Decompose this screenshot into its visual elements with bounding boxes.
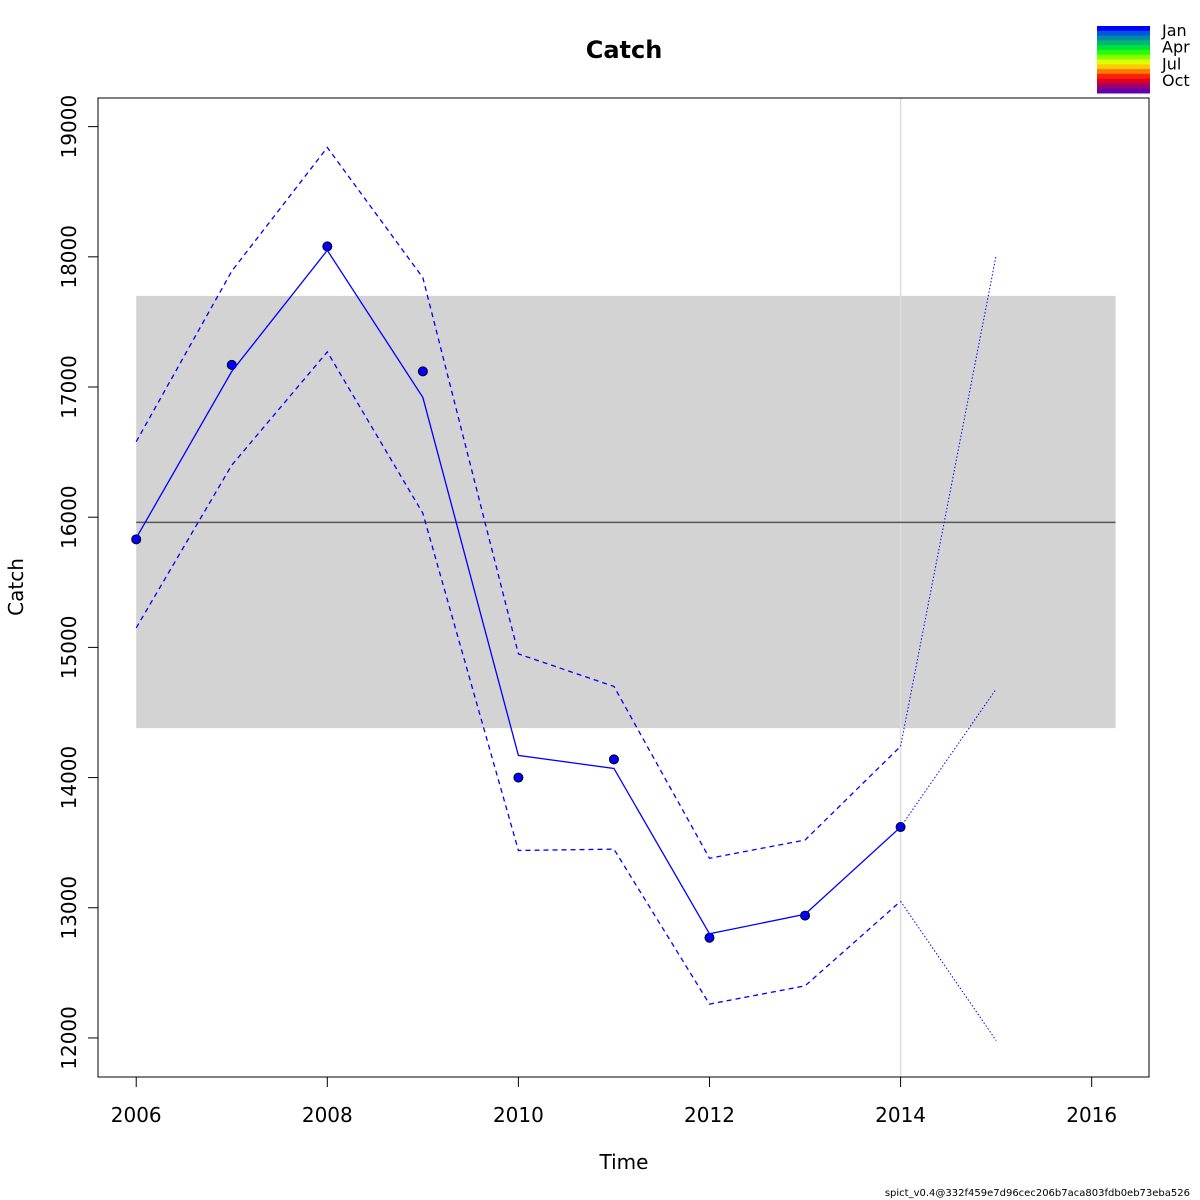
x-axis: 2006 2008 2010 2012 2014 2016 [111,1076,1117,1127]
legend-color-swatch [1097,59,1150,65]
series-line-dotted-6 [900,900,997,1041]
plot-area [131,98,1116,1077]
legend-color-swatch [1097,83,1150,89]
y-axis: 12000 13000 14000 15000 16000 17000 18000 19000 [57,95,99,1070]
y-tick-label: 17000 [57,355,81,419]
x-axis-label: Time [599,1150,649,1174]
y-tick-label: 13000 [57,876,81,940]
reference-band [136,295,1116,729]
y-tick-label: 19000 [57,95,81,159]
legend-color-swatch [1097,64,1150,70]
legend-color-swatch [1097,49,1150,56]
y-tick-label: 16000 [57,485,81,549]
y-tick-label: 12000 [57,1006,81,1070]
legend-color-swatch [1097,54,1150,60]
data-point [704,932,715,943]
x-tick-label: 2012 [684,1103,735,1127]
y-tick-label: 18000 [57,225,81,289]
legend-label: Jul [1161,54,1181,73]
legend-color-swatch [1097,69,1150,75]
data-point [131,534,142,545]
data-point [417,366,428,377]
data-point [608,754,619,765]
y-tick-label: 15000 [57,616,81,680]
legend-color-swatch [1097,88,1150,94]
series-line-solid-1 [135,249,902,935]
legend-color-swatch [1097,73,1150,80]
legend-label: Jan [1161,21,1187,40]
series-line-dashed-2 [135,146,902,860]
chart-title: Catch [586,36,663,64]
legend-label: Oct [1162,71,1190,90]
legend-label: Apr [1162,38,1190,57]
legend-color-swatch [1097,78,1150,84]
y-tick-label: 14000 [57,746,81,810]
data-point [513,772,524,783]
legend-color-swatch [1097,30,1150,37]
series-line-dotted-5 [900,255,997,747]
x-tick-label: 2014 [875,1103,926,1127]
series-line-dashed-3 [135,350,902,1005]
version-footer: spict_v0.4@332f459e7d96cec206b7aca803fdb… [885,1188,1190,1199]
x-tick-label: 2008 [302,1103,353,1127]
x-tick-label: 2006 [111,1103,162,1127]
legend-color-swatch [1097,35,1150,41]
x-tick-label: 2016 [1066,1103,1117,1127]
legend-color-swatch [1097,26,1150,32]
legend-color-swatch [1097,40,1150,46]
legend-color-swatch [1097,45,1150,51]
y-axis-label: Catch [4,558,28,616]
x-tick-label: 2010 [493,1103,544,1127]
